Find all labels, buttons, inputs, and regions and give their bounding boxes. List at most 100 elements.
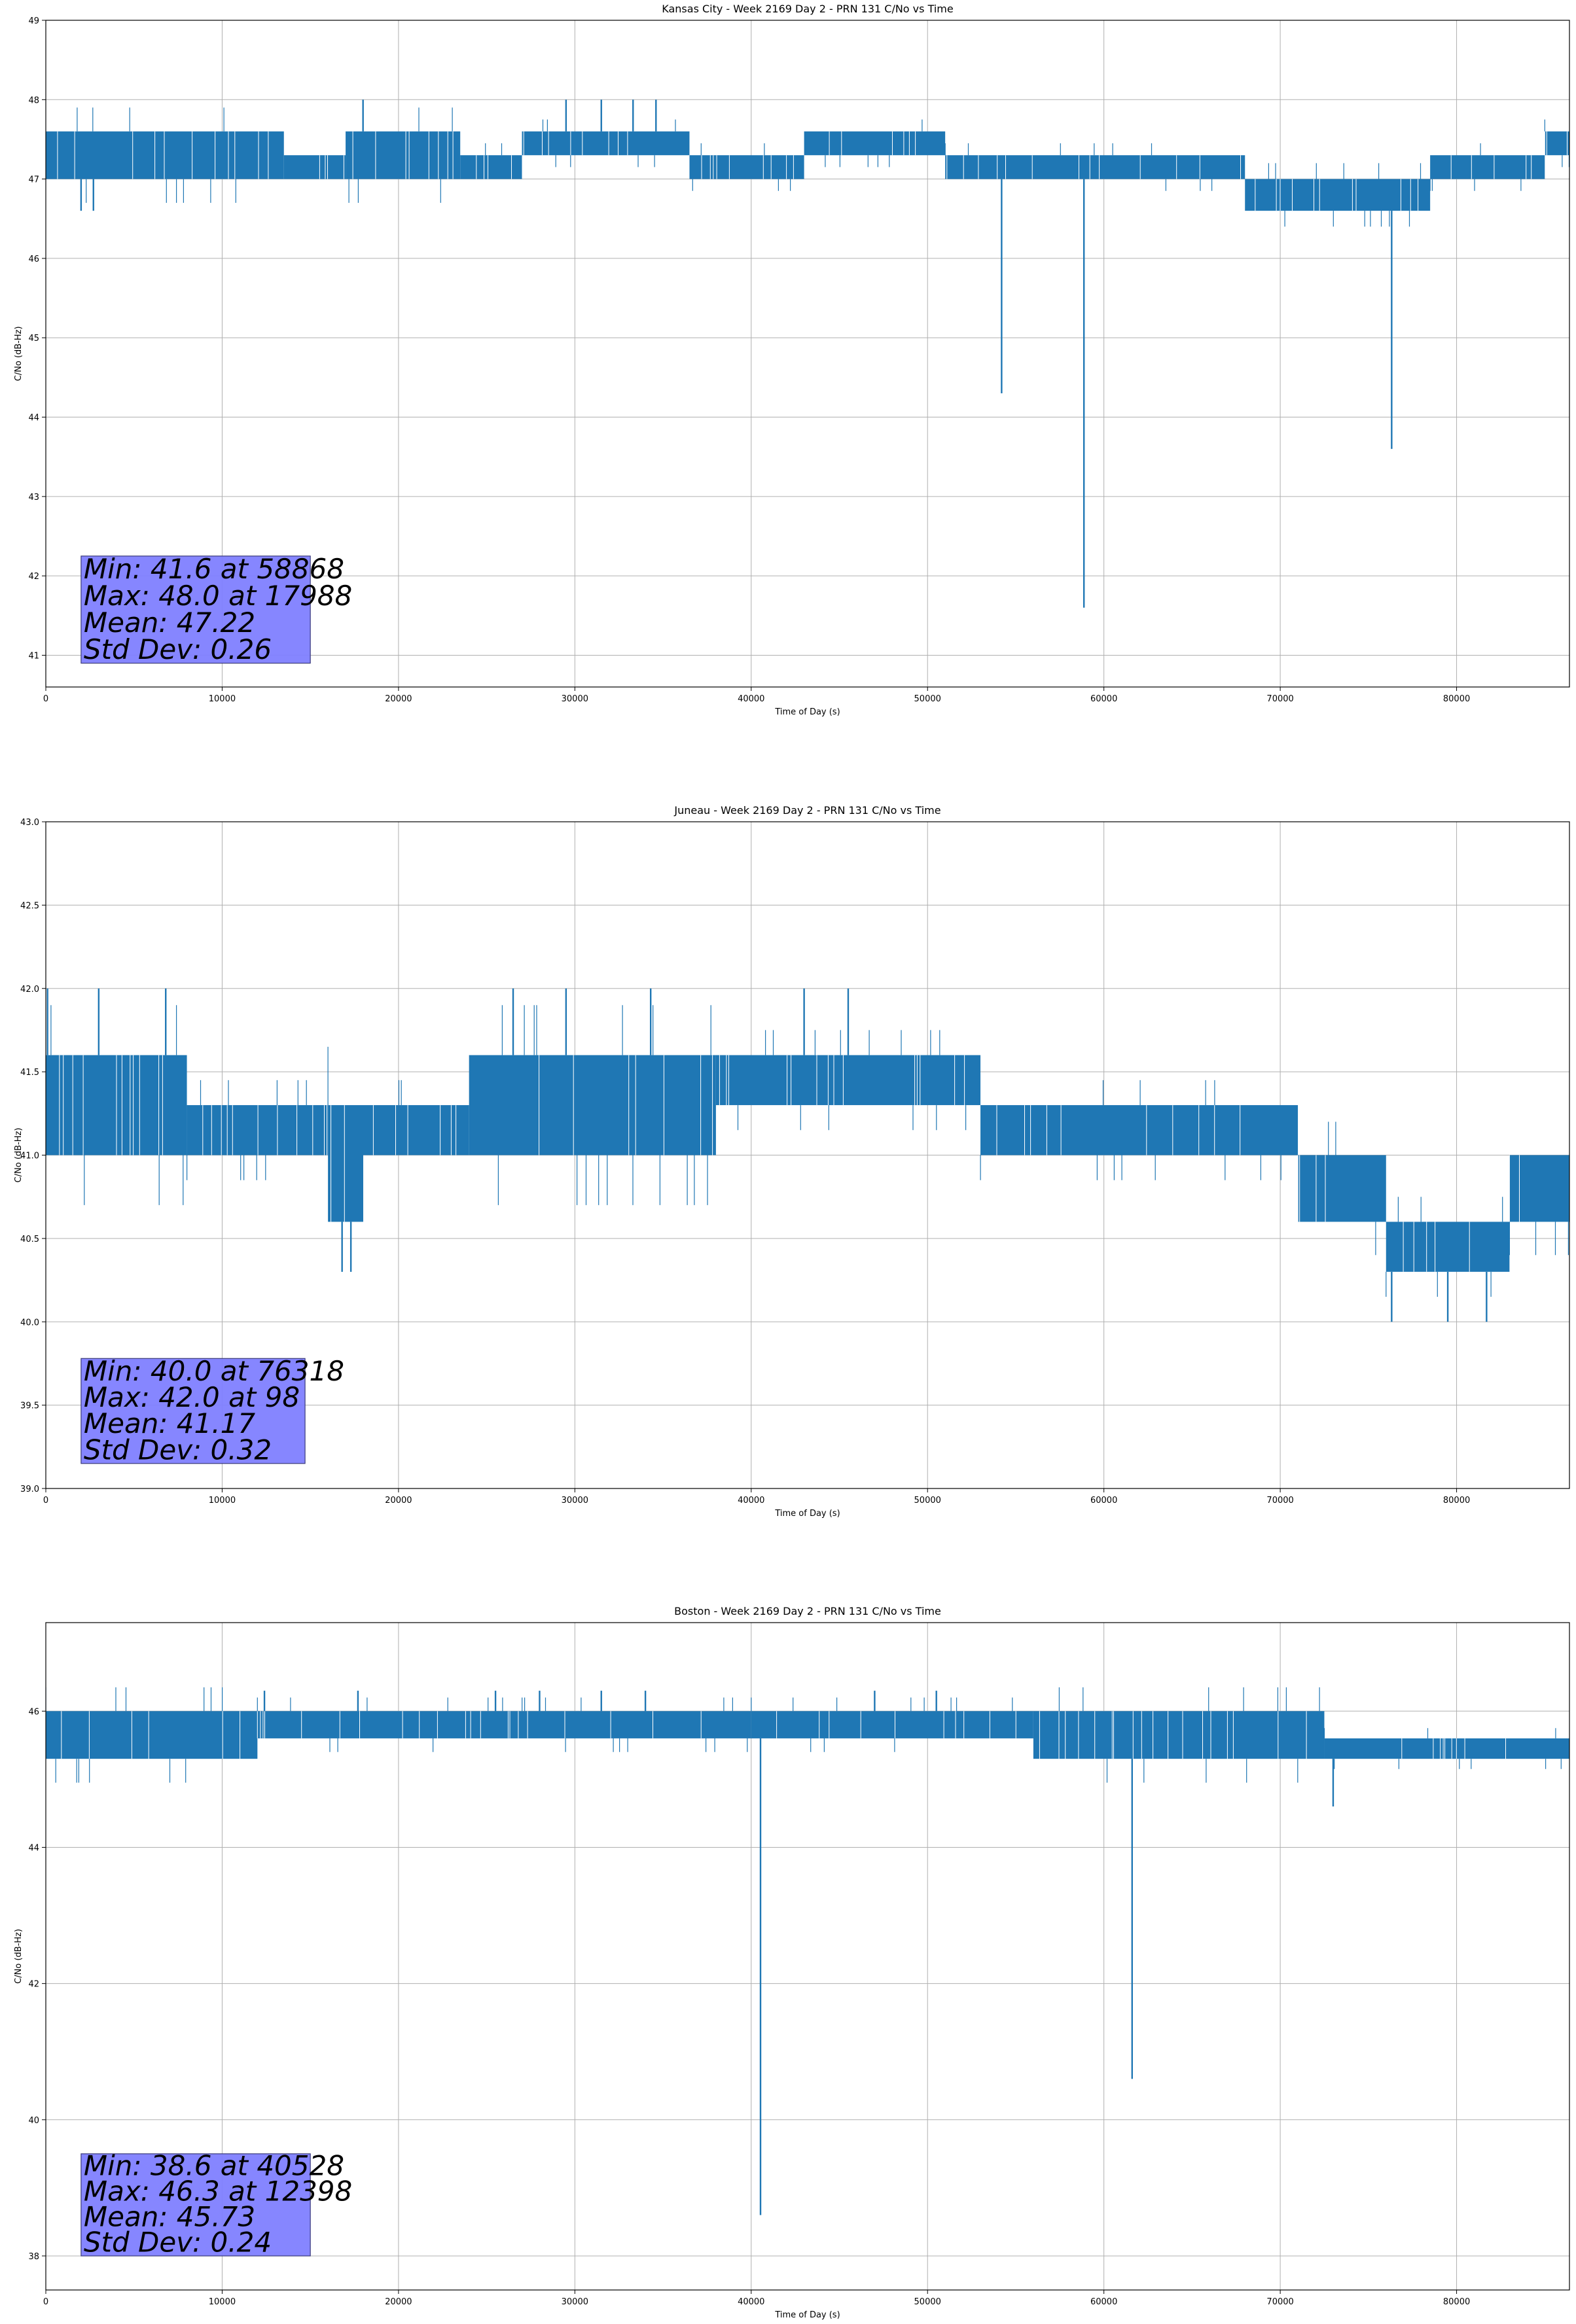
- axes-frame: [45, 1622, 1570, 2291]
- band-jitter: [944, 143, 1213, 191]
- x-tick-label: 20000: [385, 2297, 412, 2307]
- band-jitter: [980, 1080, 1281, 1180]
- stats-line: Max: 46.3 at 12398: [84, 2175, 352, 2208]
- band-jitter: [542, 119, 676, 167]
- band-segment: [1429, 143, 1545, 191]
- band-segment: [980, 1080, 1298, 1180]
- x-tick-label: 20000: [385, 1496, 412, 1505]
- band-fill: [945, 155, 1245, 179]
- cno-series: [46, 1687, 1569, 2215]
- band-jitter: [398, 1080, 402, 1106]
- band-fill: [1245, 179, 1431, 211]
- band-segment: [715, 1030, 981, 1131]
- x-axis-label: Time of Day (s): [774, 707, 840, 717]
- x-tick-label: 40000: [738, 1496, 764, 1505]
- band-jitter: [1386, 1197, 1503, 1297]
- band-segment: [460, 143, 522, 179]
- stats-line: Min: 38.6 at 40528: [84, 2150, 344, 2182]
- band-fill: [469, 1055, 716, 1155]
- band-fill: [283, 155, 346, 179]
- band-fill: [751, 1711, 1033, 1738]
- band-jitter: [497, 1005, 711, 1205]
- band-fill: [980, 1105, 1298, 1155]
- band-fill: [363, 1105, 469, 1155]
- y-axis: 38 40 42 44 46: [28, 1707, 46, 2262]
- y-tick-label: 44: [28, 414, 39, 423]
- y-axis-label: C/No (dB-Hz): [14, 1128, 24, 1183]
- y-tick-label: 41: [28, 651, 39, 661]
- x-tick-label: 0: [43, 1496, 48, 1505]
- band-fill: [257, 1711, 751, 1738]
- band-fill: [804, 131, 946, 156]
- x-tick-label: 10000: [209, 1496, 236, 1505]
- band-gaps: [1255, 179, 1419, 211]
- band-segment: [46, 107, 284, 203]
- stats-box-background: [81, 2153, 311, 2257]
- band-segment: [46, 1687, 258, 1783]
- band-segment: [944, 143, 1245, 191]
- band-jitter: [50, 1005, 184, 1205]
- x-tick-label: 50000: [914, 1496, 941, 1505]
- x-tick-label: 80000: [1443, 2297, 1470, 2307]
- band-fill: [1324, 1738, 1569, 1759]
- band-fill: [1430, 155, 1545, 179]
- band-jitter: [737, 1030, 967, 1131]
- band-segment: [46, 1005, 187, 1205]
- band-fill: [346, 131, 461, 179]
- stats-line: Max: 42.0 at 98: [84, 1381, 300, 1413]
- band-gaps: [1401, 1738, 1506, 1759]
- band-fill: [715, 1055, 981, 1106]
- band-fill: [1545, 131, 1569, 156]
- cno-series: [46, 988, 1569, 1322]
- x-tick-label: 30000: [562, 1496, 588, 1505]
- band-jitter: [348, 107, 453, 203]
- band-gaps: [319, 155, 344, 179]
- x-tick-label: 80000: [1443, 1496, 1470, 1505]
- band-segment: [1544, 119, 1569, 167]
- x-tick-label: 30000: [562, 694, 588, 704]
- chart-title: Juneau - Week 2169 Day 2 - PRN 131 C/No …: [673, 804, 940, 817]
- band-segment: [327, 1046, 363, 1222]
- band-gaps: [57, 131, 269, 179]
- y-tick-label: 39.5: [20, 1401, 39, 1411]
- band-gaps: [539, 1055, 713, 1155]
- y-tick-label: 42: [28, 572, 39, 582]
- y-tick-label: 39.0: [20, 1485, 39, 1494]
- band-segment: [1245, 163, 1431, 227]
- axes-frame: [45, 20, 1570, 688]
- stats-box-background: [81, 555, 311, 664]
- band-jitter: [1058, 1687, 1320, 1783]
- x-tick-label: 80000: [1443, 694, 1470, 704]
- band-gaps: [776, 1711, 1016, 1738]
- band-fill: [1033, 1711, 1325, 1759]
- stats-line: Std Dev: 0.32: [84, 1434, 272, 1466]
- band-gaps: [719, 1055, 965, 1106]
- band-jitter: [77, 107, 236, 203]
- band-gaps: [946, 155, 1241, 179]
- x-axis-label: Time of Day (s): [774, 2310, 840, 2320]
- y-axis: 39.0 39.5 40.0 40.5 41.0 41.5 42.0 42.5 43.0: [20, 818, 46, 1494]
- x-tick-label: 50000: [914, 2297, 941, 2307]
- band-jitter: [751, 1697, 1013, 1752]
- y-tick-label: 42.5: [20, 901, 39, 911]
- band-fill: [522, 131, 690, 156]
- y-tick-label: 49: [28, 16, 39, 26]
- x-tick-label: 70000: [1266, 694, 1293, 704]
- chart-title: Kansas City - Week 2169 Day 2 - PRN 131 …: [662, 3, 953, 15]
- x-tick-label: 0: [43, 694, 48, 704]
- y-tick-label: 45: [28, 334, 39, 343]
- y-tick-label: 42: [28, 1980, 39, 1990]
- band-fill: [187, 1105, 329, 1155]
- band-gaps: [523, 131, 628, 156]
- band-segment: [257, 1697, 751, 1752]
- band-fill: [1386, 1222, 1510, 1272]
- chart-title: Boston - Week 2169 Day 2 - PRN 131 C/No …: [674, 1605, 941, 1617]
- x-tick-label: 60000: [1090, 1496, 1117, 1505]
- band-jitter: [257, 1697, 748, 1752]
- band-segment: [804, 119, 946, 167]
- x-tick-label: 40000: [738, 2297, 764, 2307]
- band-fill: [689, 155, 804, 179]
